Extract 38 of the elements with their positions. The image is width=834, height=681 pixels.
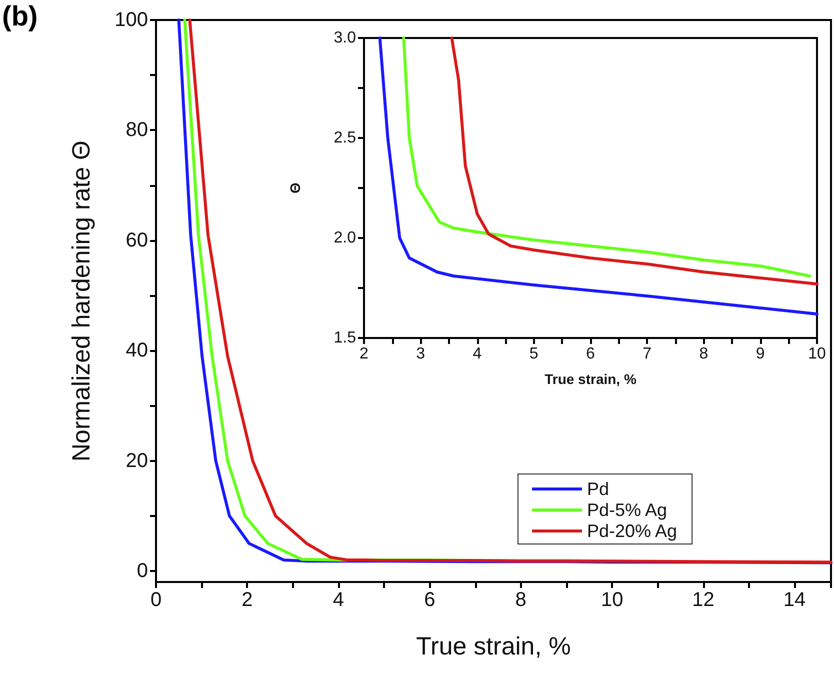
x-tick-label: 6 <box>424 589 436 611</box>
text: (b) <box>2 0 38 32</box>
y-tick-label: 80 <box>126 119 148 142</box>
x-tick-label: 10 <box>600 589 624 611</box>
y-tick-label: 1.5 <box>334 330 356 346</box>
y-axis-title: Θ <box>287 182 303 194</box>
x-tick-label: 4 <box>472 346 482 362</box>
x-tick-label: 5 <box>529 346 538 362</box>
x-tick-label: 0 <box>150 589 162 611</box>
legend-label: Pd-5% Ag <box>587 500 668 520</box>
x-axis-title: True strain, % <box>416 632 571 660</box>
y-tick-label: 2.5 <box>334 130 356 146</box>
x-tick-label: 9 <box>756 346 765 362</box>
x-axis-title: True strain, % <box>544 371 637 387</box>
x-tick-label: 4 <box>332 589 344 611</box>
y-tick-label: 3.0 <box>334 30 356 46</box>
y-axis-title: Normalized hardening rate Θ <box>68 140 96 462</box>
y-tick-label: 20 <box>126 450 148 472</box>
line-series <box>450 36 818 286</box>
x-tick-label: 2 <box>242 589 253 611</box>
legend-label: Pd <box>587 479 610 499</box>
legend-label: Pd-20% Ag <box>587 521 678 541</box>
y-tick-label: 100 <box>114 9 148 31</box>
x-tick-label: 14 <box>783 589 806 611</box>
y-tick-label: 2.0 <box>334 230 356 246</box>
x-tick-label: 2 <box>360 346 369 362</box>
x-tick-label: 10 <box>808 346 826 362</box>
line-series <box>402 36 812 278</box>
line-series <box>378 36 818 316</box>
x-tick-label: 8 <box>515 589 526 611</box>
x-tick-label: 6 <box>586 346 596 362</box>
y-tick-label: 60 <box>126 229 148 252</box>
x-tick-label: 12 <box>692 589 714 611</box>
y-tick-label: 40 <box>126 340 148 362</box>
x-tick-label: 7 <box>642 346 652 362</box>
x-tick-label: 3 <box>416 346 426 362</box>
y-tick-label: 0 <box>136 560 148 582</box>
x-tick-label: 8 <box>699 346 708 362</box>
